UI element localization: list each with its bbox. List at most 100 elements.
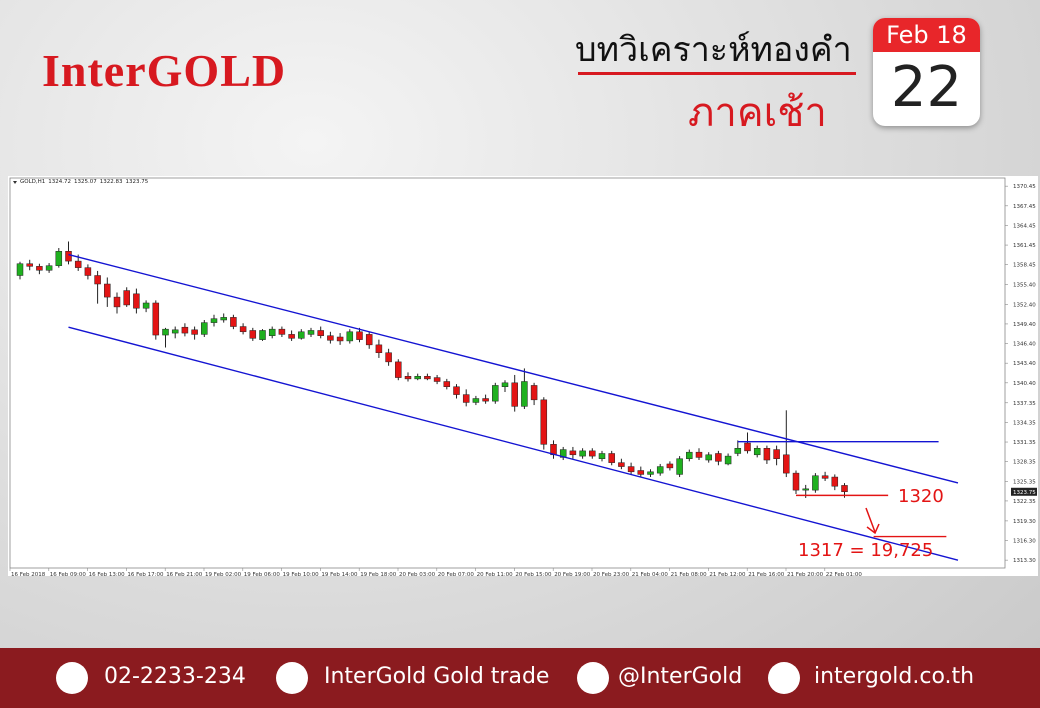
x-tick-label: 16 Feb 2018 [11,572,46,578]
phone[interactable]: 02-2233-234 [104,664,246,689]
y-tick-label: 1361.45 [1013,243,1036,249]
up-candle [472,398,480,403]
down-candle [627,466,635,473]
down-candle [453,386,460,395]
up-candle [647,471,654,475]
down-candle [249,330,257,339]
down-candle [783,454,790,474]
y-tick-label: 1355.40 [1013,283,1036,289]
down-candle [715,453,722,462]
down-candle [433,377,441,382]
y-tick-label: 1325.35 [1013,479,1036,485]
trendline [68,326,959,561]
x-tick-label: 19 Feb 06:00 [244,572,281,578]
x-tick-label: 21 Feb 20:00 [787,572,824,578]
trendline [68,253,959,484]
down-candle [104,283,111,298]
up-candle [414,376,421,380]
line-id[interactable]: @InterGold [618,664,743,689]
up-candle [142,302,150,309]
footer: 02-2233-234 InterGold Gold trade @InterG… [0,648,1040,708]
y-tick-label: 1337.35 [1013,401,1036,407]
up-candle [171,329,179,334]
down-candle [511,382,518,407]
web-icon [768,662,800,694]
x-tick-label: 16 Feb 13:00 [89,572,126,578]
up-candle [259,330,266,340]
down-candle [230,317,237,327]
down-candle [317,330,324,336]
facebook[interactable]: InterGold Gold trade [324,664,550,689]
up-candle [676,458,683,475]
website[interactable]: intergold.co.th [814,664,975,689]
up-candle [201,322,208,335]
calendar-day: 22 [890,55,963,120]
x-tick-label: 19 Feb 14:00 [321,572,358,578]
info-low: 1322.83 [100,179,123,185]
down-candle [395,361,402,378]
chart-background [8,176,1038,576]
down-candle [666,463,674,469]
up-candle [598,453,606,459]
up-candle [501,382,509,387]
up-candle [307,330,315,335]
calendar-month: Feb 18 [873,18,980,52]
up-candle [55,251,63,266]
down-candle [841,485,848,493]
down-candle [152,302,160,336]
down-candle [94,275,101,285]
last-price: 1323.75 [1013,490,1036,496]
down-candle [385,352,392,363]
down-candle [744,442,751,452]
up-candle [16,263,24,276]
up-candle [734,448,742,454]
up-candle [162,328,169,336]
y-tick-label: 1352.40 [1013,302,1036,308]
down-candle [133,293,140,309]
x-tick-label: 20 Feb 11:00 [477,572,514,578]
up-candle [705,454,712,461]
y-tick-label: 1358.45 [1013,263,1036,269]
plot-frame [9,177,1006,569]
y-tick-label: 1370.45 [1013,184,1036,190]
down-candle [113,296,121,308]
x-tick-label: 20 Feb 23:00 [593,572,630,578]
x-tick-label: 21 Feb 16:00 [748,572,785,578]
title: บทวิเคราะห์ทองคำ [575,30,852,70]
annotation: 1320 [898,486,944,507]
x-tick-label: 16 Feb 21:00 [166,572,203,578]
up-candle [268,328,276,336]
down-candle [36,266,43,271]
x-tick-label: 20 Feb 15:00 [515,572,552,578]
y-tick-label: 1346.40 [1013,342,1036,348]
down-candle [763,448,771,461]
y-tick-label: 1328.35 [1013,460,1036,466]
down-candle [482,398,489,402]
subtitle: ภาคเช้า [688,90,827,136]
up-candle [521,381,528,407]
down-candle [792,472,800,491]
up-candle [724,455,732,465]
up-candle [686,451,693,459]
x-tick-label: 16 Feb 09:00 [50,572,87,578]
title-underline [578,72,856,75]
y-tick-label: 1364.45 [1013,223,1036,229]
last-price-box [1011,487,1037,496]
y-tick-label: 1313.30 [1013,558,1036,564]
y-tick-label: 1334.35 [1013,420,1036,426]
down-candle [773,449,780,459]
down-candle [608,453,615,463]
symbol-info: GOLD,H1 1324.72 1325.07 1322.83 1323.75 [20,179,149,185]
down-candle [540,399,548,445]
x-tick-label: 19 Feb 02:00 [205,572,242,578]
down-candle [365,334,373,346]
down-candle [191,329,198,335]
up-candle [753,448,761,456]
y-tick-label: 1319.30 [1013,519,1036,525]
x-tick-label: 22 Feb 01:00 [826,572,863,578]
up-candle [656,466,664,474]
down-candle [327,335,334,341]
chart: GOLD,H1 1324.72 1325.07 1322.83 1323.75 1370.… [8,176,1038,578]
line-icon [577,662,609,694]
